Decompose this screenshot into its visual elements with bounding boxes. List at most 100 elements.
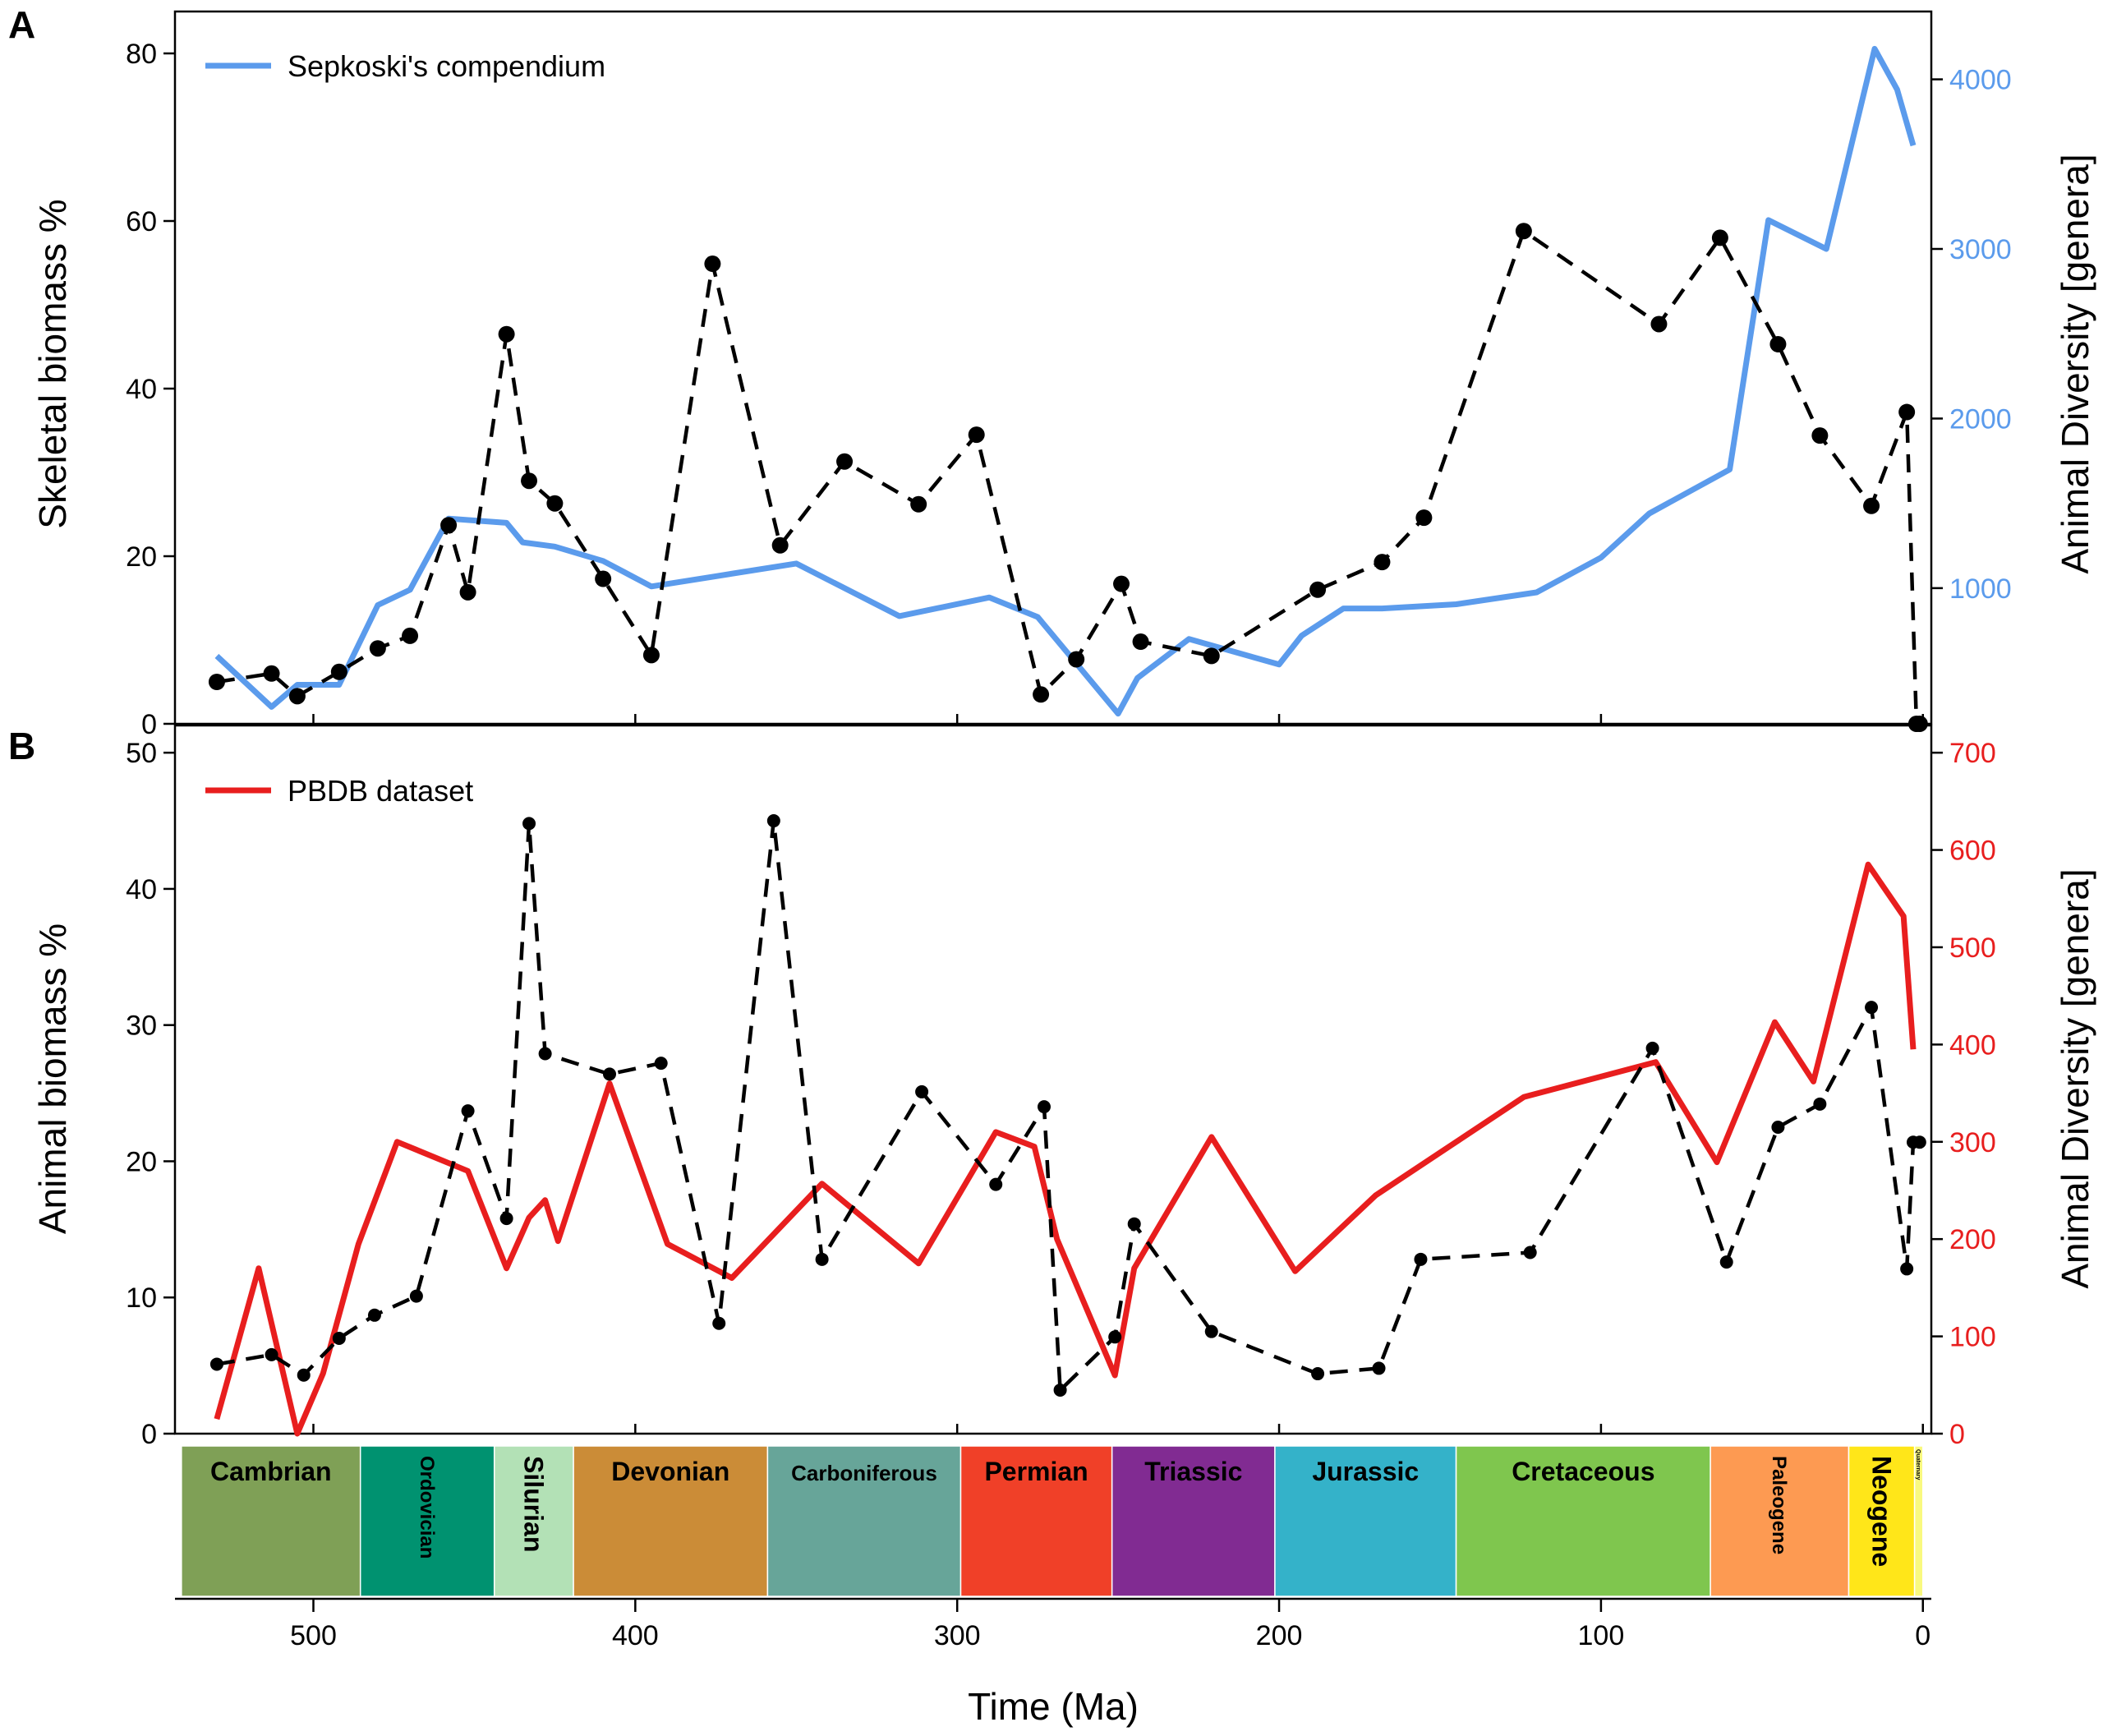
geologic-timescale: Cambrian Ordovician Silurian Devonian Carbon… [181, 1445, 1924, 1597]
biomass-data-point [499, 1212, 513, 1226]
biomass-data-point [1811, 427, 1829, 444]
biomass-data-point [1311, 1367, 1325, 1381]
panel-a-letter: A [8, 3, 35, 46]
biomass-data-point [1372, 1361, 1386, 1375]
biomass-data-point [1863, 497, 1880, 514]
biomass-data-point [1309, 581, 1327, 598]
period-label-permian: Permian [984, 1457, 1088, 1486]
biomass-data-point [595, 570, 612, 587]
period-block-silurian [493, 1445, 574, 1597]
period-label-silurian: Silurian [519, 1456, 549, 1552]
left-y-tick-label: 40 [126, 874, 157, 905]
period-block-carboniferous [766, 1445, 962, 1597]
right-y-tick-label: 600 [1949, 836, 1996, 867]
biomass-data-point [1203, 647, 1220, 665]
right-y-tick-label: 1000 [1949, 573, 2012, 605]
left-y-tick-label: 40 [126, 374, 157, 405]
biomass-data-point [815, 1252, 829, 1266]
biomass-data-point [498, 325, 515, 343]
biomass-data-point [1711, 229, 1728, 246]
biomass-data-point [1769, 335, 1787, 352]
biomass-data-point [521, 472, 538, 490]
biomass-data-point [1033, 686, 1050, 703]
left-y-tick-label: 60 [126, 206, 157, 237]
period-label-carboniferous: Carboniferous [791, 1461, 937, 1485]
biomass-data-point [369, 640, 386, 657]
period-block-neogene [1848, 1445, 1916, 1597]
biomass-data-point [461, 1104, 475, 1118]
panel-b-y-axis-label: Animal biomass % [31, 923, 74, 1234]
biomass-data-point [836, 453, 854, 470]
biomass-data-point [1374, 554, 1391, 571]
biomass-data-point [1771, 1121, 1785, 1135]
biomass-data-point [1813, 1097, 1827, 1111]
biomass-data-point [989, 1177, 1003, 1191]
biomass-data-point [440, 517, 458, 534]
x-axis-tick-label: 500 [290, 1620, 337, 1651]
left-y-tick-label: 20 [126, 1146, 157, 1177]
biomass-data-point [766, 814, 780, 828]
biomass-data-point [910, 495, 927, 513]
left-y-tick-label: 0 [141, 1419, 157, 1450]
panel-b-right-y-axis-label: Animal Diversity [genera] [2054, 868, 2096, 1288]
biomass-data-point [330, 663, 347, 680]
biomass-data-point [367, 1308, 381, 1322]
panel-a-right-y-axis-label: Animal Diversity [genera] [2054, 154, 2096, 573]
period-block-cretaceous [1455, 1445, 1711, 1597]
biomass-data-point [409, 1289, 423, 1303]
panel-b: B Animal biomass % Animal Diversity [gen… [8, 724, 2096, 1450]
left-y-tick-label: 80 [126, 39, 157, 70]
period-label-quaternary: Quaternary [1915, 1449, 1921, 1480]
left-y-tick-label: 20 [126, 541, 157, 573]
biomass-data-point [402, 627, 419, 644]
biomass-data-point [288, 688, 306, 705]
x-axis-tick-label: 400 [612, 1620, 659, 1651]
period-label-devonian: Devonian [611, 1457, 729, 1486]
panel-b-letter: B [8, 725, 35, 767]
biomass-data-point [459, 583, 476, 601]
biomass-data-point [1719, 1255, 1733, 1269]
panel-b-frame [173, 724, 1933, 1435]
right-y-tick-label: 200 [1949, 1224, 1996, 1255]
biomass-data-point [1912, 1135, 1926, 1149]
biomass-data-point [771, 536, 789, 554]
biomass-data-point [712, 1316, 726, 1330]
biomass-data-point [1865, 1001, 1879, 1015]
right-y-tick-label: 2000 [1949, 403, 2012, 435]
panel-b-legend-label: PBDB dataset [288, 774, 473, 808]
left-y-tick-label: 30 [126, 1011, 157, 1042]
panel-a-legend-label: Sepkoski's compendium [288, 49, 605, 83]
biomass-data-point [522, 817, 536, 831]
period-label-cretaceous: Cretaceous [1512, 1457, 1654, 1486]
period-block-triassic [1111, 1445, 1276, 1597]
period-label-neogene: Neogene [1866, 1456, 1896, 1567]
biomass-data-point [297, 1368, 311, 1382]
biomass-data-point [654, 1057, 668, 1071]
biomass-data-point [704, 256, 721, 273]
biomass-data-point [1415, 509, 1433, 527]
right-y-tick-label: 400 [1949, 1029, 1996, 1061]
biomass-data-point [208, 674, 225, 690]
biomass-data-point [1037, 1100, 1051, 1114]
biomass-data-point [1650, 315, 1668, 333]
period-block-paleogene [1710, 1445, 1850, 1597]
biomass-data-point [546, 495, 564, 512]
biomass-data-point [209, 1357, 223, 1371]
biomass-data-point [1068, 651, 1085, 668]
biomass-data-point [538, 1047, 552, 1061]
biomass-data-point [1127, 1217, 1141, 1231]
panel-a: A Skeletal biomass % Animal Diversity [g… [8, 3, 2096, 740]
biomass-data-point [1113, 575, 1130, 592]
period-block-cambrian [181, 1445, 361, 1597]
right-y-tick-label: 300 [1949, 1127, 1996, 1158]
x-axis-tick-label: 100 [1578, 1620, 1625, 1651]
x-axis-tick-label: 0 [1915, 1620, 1930, 1651]
biomass-data-point [1900, 1262, 1914, 1276]
biomass-data-point [332, 1331, 346, 1345]
right-y-tick-label: 4000 [1949, 65, 2012, 96]
right-y-tick-label: 500 [1949, 932, 1996, 964]
left-y-tick-label: 0 [141, 709, 157, 740]
x-axis-tick-label: 300 [934, 1620, 981, 1651]
